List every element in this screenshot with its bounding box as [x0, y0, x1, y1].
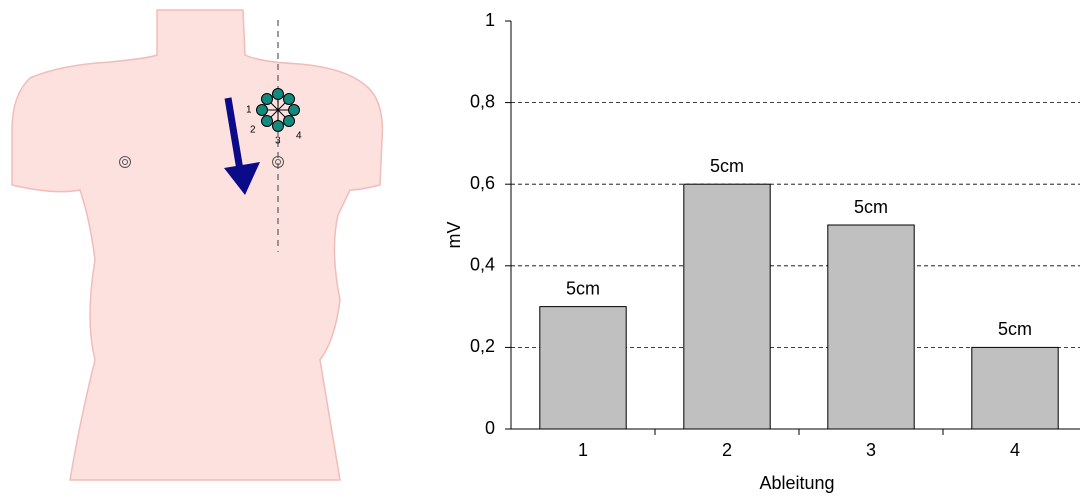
- y-tick-label: 0: [485, 418, 495, 438]
- y-tick-label: 1: [485, 10, 495, 30]
- electrode-label: 1: [246, 105, 252, 116]
- x-tick-label: 1: [578, 440, 588, 460]
- torso: [12, 10, 382, 480]
- x-tick-label: 4: [1010, 440, 1020, 460]
- x-axis-label: Ableitung: [759, 473, 834, 493]
- x-tick-label: 2: [722, 440, 732, 460]
- value-label: 5cm: [998, 319, 1032, 339]
- bar: [684, 184, 770, 429]
- y-tick-label: 0,4: [470, 255, 495, 275]
- electrode-label: 2: [250, 125, 256, 136]
- electrode-label: 3: [275, 136, 281, 147]
- torso-diagram: 1 2 3 4: [12, 10, 382, 480]
- y-tick-label: 0,2: [470, 336, 495, 356]
- figure: 1 2 3 4 0 0,2 0,4 0,6 0,8 1 1 5cm 2 5cm 3 5cm 4 5cm Ab…: [0, 0, 1080, 499]
- value-label: 5cm: [710, 156, 744, 176]
- electrode-label: 4: [296, 131, 302, 142]
- value-label: 5cm: [566, 278, 600, 298]
- y-tick-label: 0,6: [470, 173, 495, 193]
- value-label: 5cm: [854, 197, 888, 217]
- bar: [972, 347, 1058, 429]
- page: {"diagram": {"electrode_labels": ["1", "…: [0, 0, 1080, 499]
- bar: [828, 225, 914, 429]
- bar: [540, 307, 626, 429]
- y-axis-label: mV: [444, 222, 464, 249]
- electrode-ring: [257, 89, 300, 132]
- y-tick-label: 0,8: [470, 91, 495, 111]
- x-tick-label: 3: [866, 440, 876, 460]
- bar-chart: 0 0,2 0,4 0,6 0,8 1 1 5cm 2 5cm 3 5cm 4 5cm Ableitung m…: [444, 10, 1080, 493]
